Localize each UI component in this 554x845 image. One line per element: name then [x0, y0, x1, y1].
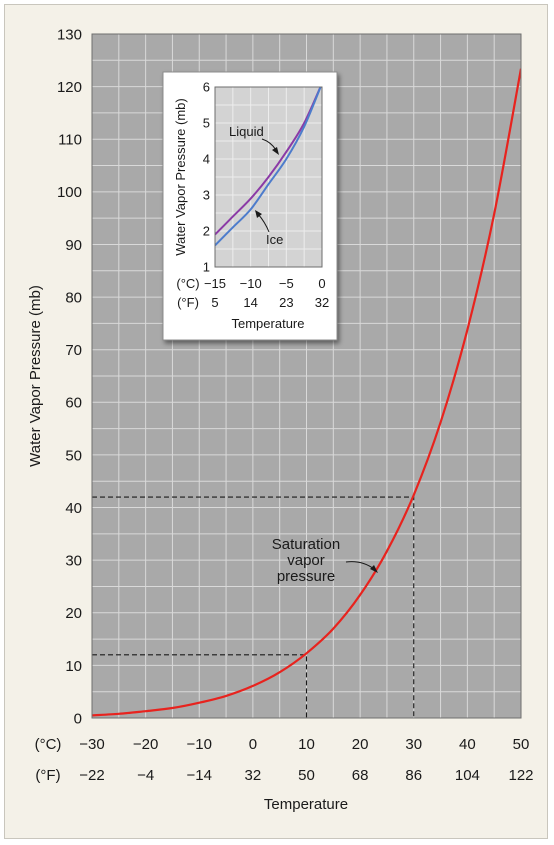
y-tick-label: 80: [65, 289, 82, 306]
y-tick-label: 3: [203, 188, 210, 203]
x-tick-label-celsius: 40: [459, 736, 476, 753]
inset-y-tick-labels: 1 2 3 4 5 6: [203, 80, 210, 275]
y-tick-label: 10: [65, 658, 82, 675]
x-tick-label-fahrenheit: 68: [352, 767, 369, 784]
y-tick-label: 110: [58, 132, 82, 149]
x-tick-label-fahrenheit: 32: [245, 767, 262, 784]
x-tick-label-celsius: 0: [318, 276, 325, 291]
x-tick-label-celsius: −10: [240, 276, 262, 291]
y-tick-label: 60: [65, 395, 82, 412]
y-tick-label: 120: [57, 79, 82, 96]
y-tick-label: 0: [74, 710, 82, 727]
x-tick-label-fahrenheit: 5: [211, 295, 218, 310]
x-tick-label-fahrenheit: −22: [79, 767, 104, 784]
inset-series-line-liquid: [215, 87, 322, 236]
x-tick-label-fahrenheit: 104: [455, 767, 480, 784]
main-x-tick-labels: −30 −22 −20 −4 −10 −14 0 32 10 50 20 68 30 86 40 104 50 1…: [79, 736, 533, 784]
y-tick-label: 30: [65, 553, 82, 570]
x-tick-label-fahrenheit: 32: [315, 295, 329, 310]
y-tick-label: 90: [65, 237, 82, 254]
x-tick-label-fahrenheit: 23: [279, 295, 293, 310]
y-tick-label: 6: [203, 80, 210, 95]
y-tick-label: 5: [203, 116, 210, 131]
inset-x-axis-label: Temperature: [232, 316, 305, 331]
main-y-axis-label: Water Vapor Pressure (mb): [27, 285, 44, 467]
x-tick-label-celsius: 20: [352, 736, 369, 753]
inset-series-label-liquid: Liquid: [229, 124, 264, 139]
annotation-line-3: pressure: [277, 568, 335, 585]
x-tick-label-fahrenheit: −4: [137, 767, 154, 784]
annotation-line-2: vapor: [287, 552, 325, 569]
x-tick-label-celsius: 10: [298, 736, 315, 753]
x-tick-label-celsius: −20: [133, 736, 158, 753]
x-tick-label-celsius: −30: [79, 736, 104, 753]
y-tick-label: 50: [65, 447, 82, 464]
x-tick-label-celsius: 50: [513, 736, 530, 753]
inset-y-axis-label: Water Vapor Pressure (mb): [173, 98, 188, 256]
main-series-line: [92, 68, 521, 717]
x-tick-label-fahrenheit: −14: [187, 767, 212, 784]
inset-x-unit-fahrenheit: (°F): [177, 295, 199, 310]
y-tick-label: 70: [65, 342, 82, 359]
y-tick-label: 130: [57, 26, 82, 43]
x-tick-label-celsius: 30: [405, 736, 422, 753]
x-tick-label-celsius: 0: [249, 736, 257, 753]
y-tick-label: 20: [65, 605, 82, 622]
inset-x-unit-celsius: (°C): [176, 276, 199, 291]
x-tick-label-fahrenheit: 50: [298, 767, 315, 784]
x-tick-label-fahrenheit: 86: [405, 767, 422, 784]
x-tick-label-celsius: −10: [187, 736, 212, 753]
inset-series-label-ice: Ice: [266, 232, 283, 247]
y-tick-label: 100: [57, 184, 82, 201]
y-tick-label: 4: [203, 152, 210, 167]
inset-x-tick-labels: −15 5 −10 14 −5 23 0 32: [204, 276, 329, 310]
liquid-arrow-head: [272, 147, 279, 155]
main-x-axis-label: Temperature: [264, 796, 348, 813]
x-tick-label-fahrenheit: 122: [508, 767, 533, 784]
x-tick-label-fahrenheit: 14: [243, 295, 257, 310]
y-tick-label: 2: [203, 224, 210, 239]
y-tick-label: 40: [65, 500, 82, 517]
annotation-arrow-head: [370, 565, 378, 573]
main-x-unit-fahrenheit: (°F): [35, 767, 60, 784]
ice-arrow-head: [255, 210, 262, 218]
x-tick-label-celsius: −15: [204, 276, 226, 291]
main-y-tick-labels: 0 10 20 30 40 50 60 70 80 90 100 110 120 130: [57, 26, 82, 727]
main-curve-annotation: Saturation vapor pressure: [272, 536, 378, 585]
x-tick-label-celsius: −5: [279, 276, 294, 291]
main-x-unit-celsius: (°C): [35, 736, 62, 753]
inset-series-line-ice: [215, 87, 322, 247]
annotation-line-1: Saturation: [272, 536, 340, 553]
main-plot-border: [91, 33, 522, 719]
dashed-reference-line: [92, 654, 308, 718]
inset-plot-border: [214, 86, 323, 268]
y-tick-label: 1: [203, 260, 210, 275]
